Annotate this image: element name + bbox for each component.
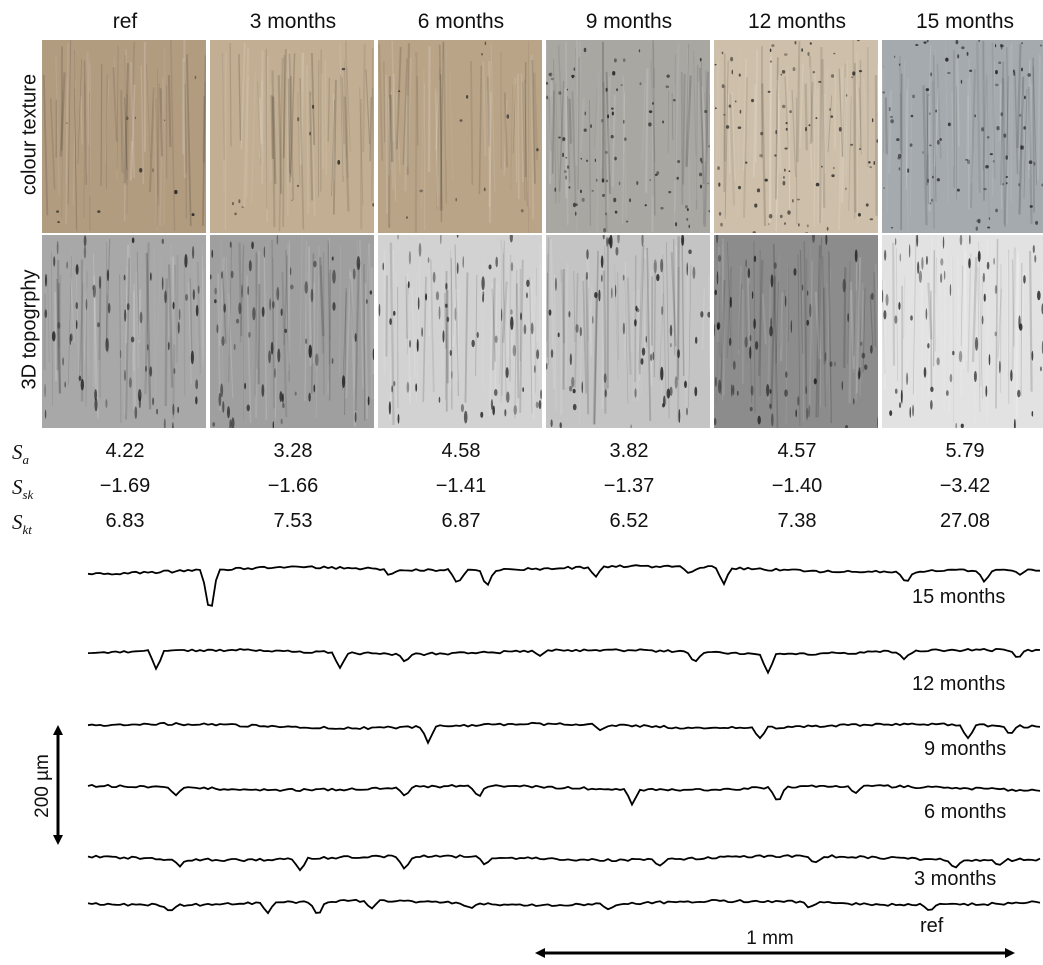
profile-line — [87, 898, 1041, 915]
stat-value-sa: 4.22 — [105, 440, 145, 462]
column-header: 3 months — [249, 10, 337, 33]
column-header: 12 months — [747, 10, 847, 33]
stat-label-skt: Skt — [12, 510, 32, 538]
profile-line — [87, 721, 1041, 745]
topography-image — [546, 235, 710, 428]
stat-value-skt: 7.53 — [273, 510, 313, 532]
stat-value-skt: 27.08 — [939, 510, 991, 532]
stat-value-skt: 7.38 — [777, 510, 817, 532]
profile-label: 6 months — [924, 801, 1006, 823]
topography-image — [378, 235, 542, 428]
stat-value-ssk: −1.69 — [99, 475, 151, 497]
colour-texture-image — [378, 40, 542, 233]
colour-texture-image — [210, 40, 374, 233]
profile-label: 9 months — [924, 738, 1006, 760]
stat-value-skt: 6.87 — [441, 510, 481, 532]
colour-texture-image — [42, 40, 206, 233]
profile-line — [87, 564, 1040, 607]
stat-value-sa: 5.79 — [945, 440, 985, 462]
topography-image — [714, 235, 878, 428]
column-header: 15 months — [915, 10, 1015, 33]
topography-image — [882, 235, 1043, 428]
stat-value-ssk: −1.37 — [603, 475, 655, 497]
profile-line — [87, 854, 1041, 872]
surface-profiles: 15 months 12 months 9 months 6 months 3 … — [32, 564, 1041, 958]
profile-label: 3 months — [914, 868, 996, 890]
column-header: ref — [112, 10, 138, 33]
row-label-3d-topography: 3D topogrphy — [18, 269, 41, 390]
stat-value-sa: 4.58 — [441, 440, 481, 462]
profile-line — [87, 647, 1041, 675]
stat-value-skt: 6.83 — [105, 510, 145, 532]
horizontal-scale-label: 1 mm — [746, 928, 794, 949]
colour-texture-image — [882, 40, 1043, 233]
column-header: 6 months — [417, 10, 505, 33]
topography-image — [210, 235, 374, 428]
stat-value-ssk: −3.42 — [939, 475, 991, 497]
profile-label: 12 months — [912, 673, 1005, 695]
colour-texture-image — [546, 40, 710, 233]
stat-value-skt: 6.52 — [609, 510, 649, 532]
stat-label-sa: Sa — [12, 440, 29, 468]
colour-texture-image — [714, 40, 878, 233]
topography-image — [42, 235, 206, 428]
stat-value-sa: 3.28 — [273, 440, 313, 462]
stat-value-ssk: −1.66 — [267, 475, 319, 497]
stat-label-ssk: Ssk — [12, 475, 34, 503]
profile-line — [87, 783, 1041, 807]
row-label-colour-texture: colour texture — [18, 73, 41, 196]
stat-value-ssk: −1.40 — [771, 475, 823, 497]
stat-value-sa: 3.82 — [609, 440, 649, 462]
profile-label: 15 months — [912, 586, 1005, 608]
stat-value-sa: 4.57 — [777, 440, 817, 462]
vertical-scale-label: 200 µm — [32, 754, 53, 818]
column-header: 9 months — [585, 10, 673, 33]
profile-label: ref — [920, 915, 944, 937]
stat-value-ssk: −1.41 — [435, 475, 487, 497]
